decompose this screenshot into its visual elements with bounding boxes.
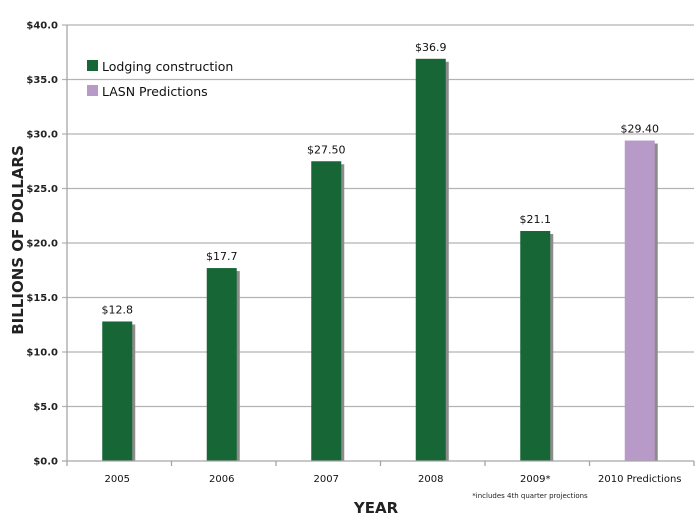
axes bbox=[62, 25, 694, 462]
y-tick-label: $5.0 bbox=[33, 402, 58, 413]
y-tick-label: $30.0 bbox=[26, 130, 58, 141]
bar-2009-[interactable] bbox=[520, 231, 551, 461]
data-label: $21.1 bbox=[520, 213, 552, 226]
x-tick-label: 2006 bbox=[209, 474, 234, 485]
data-label: $36.9 bbox=[415, 41, 447, 54]
legend-entry-lodging-construction[interactable]: Lodging construction bbox=[87, 59, 233, 74]
x-tick-label: 2008 bbox=[418, 474, 443, 485]
legend: Lodging construction LASN Predictions bbox=[87, 59, 233, 99]
gridlines bbox=[62, 24, 694, 408]
y-tick-label: $35.0 bbox=[26, 75, 58, 86]
data-labels: $12.8 $17.7 $27.50 $36.9 $21.1 $29.40 bbox=[102, 41, 660, 317]
legend-label-lasn-predictions: LASN Predictions bbox=[102, 84, 208, 99]
x-axis-title: YEAR bbox=[353, 499, 399, 517]
data-label: $29.40 bbox=[621, 123, 660, 136]
bar-2008[interactable] bbox=[415, 58, 446, 461]
footnote: *includes 4th quarter projections bbox=[472, 492, 588, 500]
legend-swatch-lodging-construction bbox=[87, 60, 98, 71]
y-tick-label: $15.0 bbox=[26, 293, 58, 304]
y-axis-title: BILLIONS OF DOLLARS bbox=[9, 145, 27, 335]
legend-label-lodging-construction: Lodging construction bbox=[102, 59, 233, 74]
x-axis-ticks: 2005 2006 2007 2008 2009* 2010 Predictions bbox=[66, 461, 695, 485]
y-axis-ticks: $0.0 $5.0 $10.0 $15.0 $20.0 $25.0 $30.0 $35.0 $4… bbox=[26, 21, 58, 468]
data-label: $27.50 bbox=[307, 143, 346, 156]
data-label: $12.8 bbox=[102, 303, 134, 316]
bar-2010-predictions[interactable] bbox=[624, 140, 655, 462]
bar-2007[interactable] bbox=[311, 161, 342, 461]
x-tick-label: 2005 bbox=[105, 474, 130, 485]
legend-swatch-lasn-predictions bbox=[87, 85, 98, 96]
legend-entry-lasn-predictions[interactable]: LASN Predictions bbox=[87, 84, 208, 99]
x-tick-label: 2009* bbox=[520, 474, 550, 485]
bar-2005[interactable] bbox=[102, 321, 133, 461]
y-tick-label: $10.0 bbox=[26, 348, 58, 359]
y-tick-label: $40.0 bbox=[26, 21, 58, 32]
x-tick-label: 2010 Predictions bbox=[598, 474, 682, 485]
x-tick-label: 2007 bbox=[314, 474, 339, 485]
bar-2006[interactable] bbox=[206, 268, 237, 461]
data-label: $17.7 bbox=[206, 250, 238, 263]
y-tick-label: $25.0 bbox=[26, 184, 58, 195]
y-tick-label: $20.0 bbox=[26, 239, 58, 250]
bars bbox=[102, 58, 658, 462]
y-tick-label: $0.0 bbox=[33, 457, 58, 468]
